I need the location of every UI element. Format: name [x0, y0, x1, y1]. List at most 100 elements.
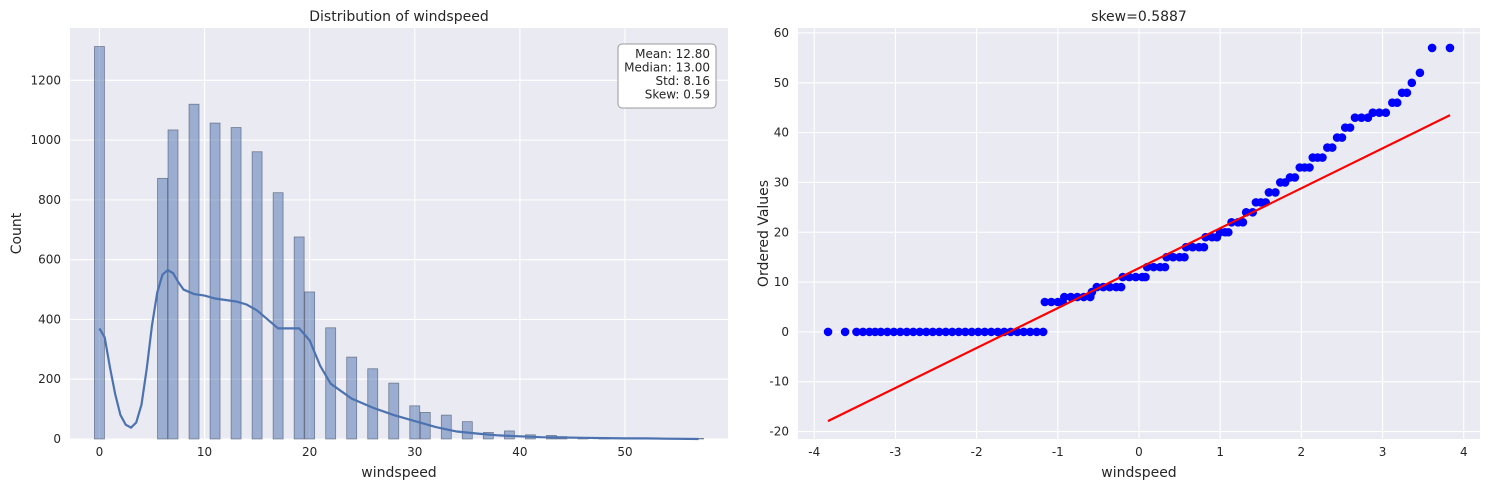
- stats-line: Std: 8.16: [655, 74, 710, 88]
- qq-point: [1318, 153, 1327, 162]
- y-tick-label: -10: [769, 375, 789, 389]
- histogram-bar: [94, 46, 105, 440]
- x-tick-label: 2: [1298, 445, 1306, 459]
- qq-point: [823, 327, 833, 337]
- qq-point: [980, 327, 990, 337]
- qq-point: [928, 327, 938, 337]
- qq-point: [915, 327, 925, 337]
- histogram-bar: [157, 177, 168, 440]
- qq-point: [986, 327, 996, 337]
- qq-point: [934, 327, 944, 337]
- qq-point: [1224, 227, 1233, 237]
- qq-point: [1368, 108, 1378, 117]
- y-tick-label: 1200: [30, 73, 61, 87]
- stats-line: Median: 13.00: [624, 61, 710, 75]
- qq-point: [889, 327, 899, 337]
- qq-point: [858, 327, 868, 337]
- qq-point: [1271, 188, 1280, 197]
- x-tick-label: 30: [407, 445, 422, 459]
- qq-point: [1381, 108, 1391, 117]
- qq-point: [908, 327, 918, 337]
- qq-point: [1327, 143, 1337, 152]
- qq-point: [1350, 113, 1360, 122]
- qq-point: [1415, 68, 1425, 78]
- x-tick-label: 20: [302, 445, 317, 459]
- histogram-bar: [388, 382, 400, 440]
- y-tick-label: 1000: [30, 133, 61, 147]
- x-axis-label: windspeed: [361, 465, 436, 481]
- x-tick-label: -2: [971, 445, 983, 459]
- qq-point: [1032, 327, 1041, 337]
- qq-point: [1427, 43, 1437, 53]
- y-tick-label: 400: [38, 312, 61, 326]
- qq-point: [1066, 292, 1076, 302]
- qq-point: [1357, 113, 1366, 122]
- x-tick-label: 1: [1216, 445, 1224, 459]
- histogram-bar: [367, 368, 379, 440]
- qq-point: [1160, 262, 1170, 272]
- y-tick-label: 0: [53, 432, 61, 446]
- qq-point: [1040, 297, 1050, 307]
- x-tick-label: 3: [1379, 445, 1387, 459]
- x-tick-label: 10: [197, 445, 212, 459]
- qq-point: [947, 327, 957, 337]
- histogram-bar: [293, 236, 305, 440]
- qq-point: [1047, 297, 1056, 307]
- chart-title: skew=0.5887: [1091, 9, 1187, 25]
- qq-point: [1402, 88, 1412, 98]
- x-tick-label: 0: [1135, 445, 1143, 459]
- kde-curve: [98, 268, 699, 441]
- qq-point: [1168, 252, 1178, 262]
- histogram-bar: [251, 151, 263, 440]
- histogram-bar: [230, 127, 242, 440]
- x-axis-label: windspeed: [1101, 465, 1176, 481]
- grid-lines: [70, 28, 728, 440]
- x-tick-label: 50: [617, 445, 632, 459]
- y-tick-label: 0: [781, 325, 789, 339]
- qq-point: [883, 327, 892, 337]
- qq-point: [1392, 98, 1402, 108]
- qq-point: [954, 327, 964, 337]
- histogram-bar: [461, 421, 473, 440]
- histogram-bar: [167, 129, 179, 440]
- qq-point: [1188, 242, 1197, 252]
- qq-point: [1149, 262, 1158, 272]
- qq-point: [1105, 282, 1115, 292]
- qq-point: [840, 327, 850, 337]
- histogram-bar: [188, 103, 200, 440]
- y-tick-label: 30: [774, 175, 789, 189]
- qq-point: [1180, 252, 1189, 262]
- qq-point: [1375, 108, 1384, 117]
- qq-point: [1305, 163, 1314, 172]
- y-tick-label: 60: [774, 26, 789, 40]
- qq-point: [1038, 327, 1048, 337]
- x-tick-label: -3: [889, 445, 901, 459]
- y-tick-label: 10: [774, 275, 789, 289]
- histogram-bar: [209, 122, 221, 440]
- x-tick-label: 40: [512, 445, 527, 459]
- stats-box: [617, 43, 717, 109]
- stats-line: Skew: 0.59: [645, 88, 710, 102]
- qq-point: [1445, 43, 1455, 53]
- histogram-bar: [304, 291, 316, 440]
- x-tick-label: 4: [1460, 445, 1468, 459]
- x-tick-label: -4: [808, 445, 820, 459]
- y-tick-label: 50: [774, 76, 789, 90]
- qq-point: [993, 327, 1003, 337]
- y-tick-label: 40: [774, 126, 789, 140]
- qq-point: [973, 327, 983, 337]
- qq-point: [1264, 188, 1274, 197]
- qq-point: [1199, 242, 1209, 252]
- qq-point: [1131, 272, 1141, 282]
- y-axis-label: Count: [9, 212, 25, 254]
- y-tick-label: 800: [38, 193, 61, 207]
- x-tick-label: -1: [1052, 445, 1064, 459]
- histogram-bar: [440, 414, 452, 440]
- grid-lines: [798, 28, 1480, 439]
- qq-point: [960, 327, 970, 337]
- stats-line: Mean: 12.80: [635, 47, 710, 61]
- chart-title: Distribution of windspeed: [309, 9, 488, 25]
- qq-point: [1141, 272, 1150, 282]
